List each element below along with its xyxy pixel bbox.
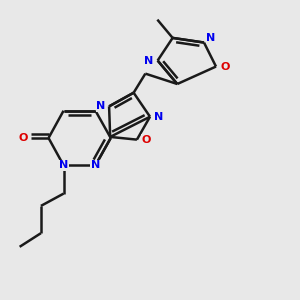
Text: N: N [144,56,154,65]
Text: N: N [154,112,163,122]
Text: O: O [19,133,28,143]
Text: N: N [91,160,100,170]
Text: N: N [96,101,106,111]
Text: N: N [206,34,215,44]
Text: O: O [142,135,151,145]
Text: O: O [220,61,230,71]
Text: N: N [59,160,68,170]
